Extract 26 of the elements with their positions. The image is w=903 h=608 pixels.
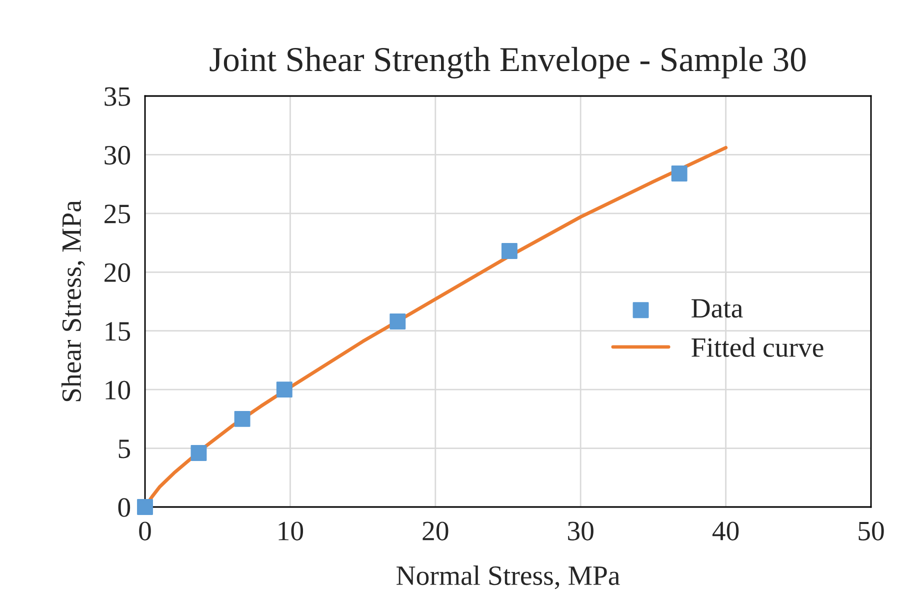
y-tick-label: 15 xyxy=(106,322,130,341)
y-tick-label: 5 xyxy=(118,440,130,458)
y-tick-label: 0 xyxy=(118,498,130,517)
x-tick-label: 40 xyxy=(712,522,739,540)
x-axis-title: Normal Stress, MPa xyxy=(396,566,620,590)
y-tick-label: 35 xyxy=(104,87,130,106)
y-tick-label: 20 xyxy=(104,263,130,282)
legend-label: Fitted curve xyxy=(692,337,824,357)
y-tick-label: 10 xyxy=(106,380,130,400)
x-tick-label: 30 xyxy=(568,522,594,540)
chart-title: Joint Shear Strength Envelope - Sample 30 xyxy=(210,46,806,78)
x-tick-label: 50 xyxy=(858,522,884,540)
point xyxy=(501,243,518,259)
x-tick-label: 0 xyxy=(139,522,151,540)
y-tick-label: 25 xyxy=(104,204,130,224)
point xyxy=(234,410,250,427)
point xyxy=(671,166,688,182)
point xyxy=(276,382,292,398)
point xyxy=(190,445,207,461)
point xyxy=(390,313,406,330)
y-tick-label: 30 xyxy=(104,146,130,165)
x-tick-label: 20 xyxy=(422,522,448,540)
legend-label: Data xyxy=(692,299,743,318)
point xyxy=(137,499,153,515)
x-tick-label: 10 xyxy=(278,522,304,540)
y-axis-title: Shear Stress, MPa xyxy=(61,200,86,402)
